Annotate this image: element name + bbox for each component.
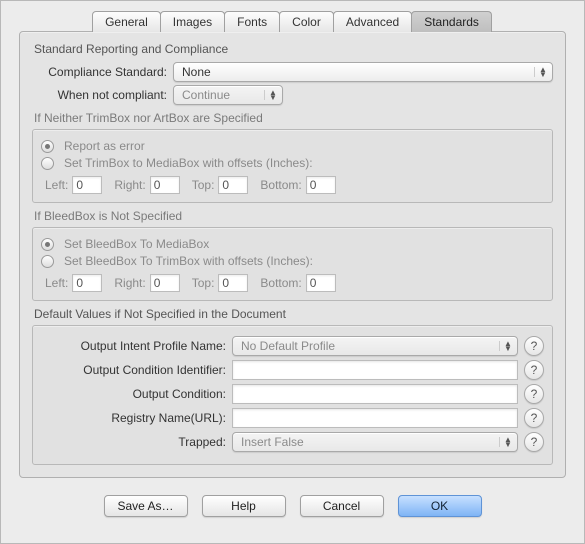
profile-label: Output Intent Profile Name: bbox=[41, 339, 226, 353]
save-as-button[interactable]: Save As… bbox=[104, 495, 188, 517]
bleed-top-label: Top: bbox=[192, 276, 215, 290]
cond-id-label: Output Condition Identifier: bbox=[41, 363, 226, 377]
bleed-right-input[interactable]: 0 bbox=[150, 274, 180, 292]
bleed-left-label: Left: bbox=[45, 276, 68, 290]
tab-standards[interactable]: Standards bbox=[411, 11, 492, 32]
bleed-left-input[interactable]: 0 bbox=[72, 274, 102, 292]
cond-input[interactable] bbox=[232, 384, 518, 404]
bleedbox-group: Set BleedBox To MediaBox Set BleedBox To… bbox=[32, 227, 553, 301]
tab-advanced[interactable]: Advanced bbox=[333, 11, 412, 32]
compliance-value: None bbox=[182, 65, 211, 79]
bleed-top-input[interactable]: 0 bbox=[218, 274, 248, 292]
trimbox-group-title: If Neither TrimBox nor ArtBox are Specif… bbox=[34, 111, 553, 125]
help-icon[interactable]: ? bbox=[524, 384, 544, 404]
bleed-bottom-label: Bottom: bbox=[260, 276, 301, 290]
tab-general[interactable]: General bbox=[92, 11, 161, 32]
trapped-select[interactable]: Insert False ▲▼ bbox=[232, 432, 518, 452]
cond-id-input[interactable] bbox=[232, 360, 518, 380]
defaults-title: Default Values if Not Specified in the D… bbox=[34, 307, 553, 321]
cancel-button[interactable]: Cancel bbox=[300, 495, 384, 517]
trimbox-opt2-label: Set TrimBox to MediaBox with offsets (In… bbox=[64, 156, 313, 170]
tab-bar: General Images Fonts Color Advanced Stan… bbox=[1, 11, 584, 32]
tab-color[interactable]: Color bbox=[279, 11, 334, 32]
cond-label: Output Condition: bbox=[41, 387, 226, 401]
chevron-updown-icon: ▲▼ bbox=[534, 67, 548, 77]
trim-right-input[interactable]: 0 bbox=[150, 176, 180, 194]
trapped-value: Insert False bbox=[241, 435, 304, 449]
defaults-group: Output Intent Profile Name: No Default P… bbox=[32, 325, 553, 465]
trapped-label: Trapped: bbox=[41, 435, 226, 449]
trim-left-label: Left: bbox=[45, 178, 68, 192]
trim-top-input[interactable]: 0 bbox=[218, 176, 248, 194]
trimbox-radio-report[interactable] bbox=[41, 140, 54, 153]
standards-panel: Standard Reporting and Compliance Compli… bbox=[19, 31, 566, 478]
tab-images[interactable]: Images bbox=[160, 11, 225, 32]
chevron-updown-icon: ▲▼ bbox=[499, 437, 513, 447]
ok-button[interactable]: OK bbox=[398, 495, 482, 517]
help-icon[interactable]: ? bbox=[524, 360, 544, 380]
trim-left-input[interactable]: 0 bbox=[72, 176, 102, 194]
trimbox-radio-offsets[interactable] bbox=[41, 157, 54, 170]
registry-label: Registry Name(URL): bbox=[41, 411, 226, 425]
trim-right-label: Right: bbox=[114, 178, 145, 192]
help-icon[interactable]: ? bbox=[524, 432, 544, 452]
registry-input[interactable] bbox=[232, 408, 518, 428]
bleed-bottom-input[interactable]: 0 bbox=[306, 274, 336, 292]
tab-fonts[interactable]: Fonts bbox=[224, 11, 280, 32]
trimbox-group: Report as error Set TrimBox to MediaBox … bbox=[32, 129, 553, 203]
when-not-compliant-label: When not compliant: bbox=[32, 88, 167, 102]
trim-bottom-label: Bottom: bbox=[260, 178, 301, 192]
compliance-label: Compliance Standard: bbox=[32, 65, 167, 79]
trim-bottom-input[interactable]: 0 bbox=[306, 176, 336, 194]
trimbox-opt1-label: Report as error bbox=[64, 139, 145, 153]
preferences-dialog: General Images Fonts Color Advanced Stan… bbox=[0, 0, 585, 544]
chevron-updown-icon: ▲▼ bbox=[264, 90, 278, 100]
bleed-radio-offsets[interactable] bbox=[41, 255, 54, 268]
help-icon[interactable]: ? bbox=[524, 408, 544, 428]
help-icon[interactable]: ? bbox=[524, 336, 544, 356]
chevron-updown-icon: ▲▼ bbox=[499, 341, 513, 351]
bleed-radio-mediabox[interactable] bbox=[41, 238, 54, 251]
trim-top-label: Top: bbox=[192, 178, 215, 192]
bleed-opt2-label: Set BleedBox To TrimBox with offsets (In… bbox=[64, 254, 313, 268]
panel-title: Standard Reporting and Compliance bbox=[34, 42, 553, 56]
profile-value: No Default Profile bbox=[241, 339, 335, 353]
help-button[interactable]: Help bbox=[202, 495, 286, 517]
when-not-compliant-select[interactable]: Continue ▲▼ bbox=[173, 85, 283, 105]
profile-select[interactable]: No Default Profile ▲▼ bbox=[232, 336, 518, 356]
bleedbox-group-title: If BleedBox is Not Specified bbox=[34, 209, 553, 223]
compliance-select[interactable]: None ▲▼ bbox=[173, 62, 553, 82]
dialog-buttons: Save As… Help Cancel OK bbox=[1, 489, 584, 517]
bleed-opt1-label: Set BleedBox To MediaBox bbox=[64, 237, 209, 251]
when-not-compliant-value: Continue bbox=[182, 88, 230, 102]
bleed-right-label: Right: bbox=[114, 276, 145, 290]
